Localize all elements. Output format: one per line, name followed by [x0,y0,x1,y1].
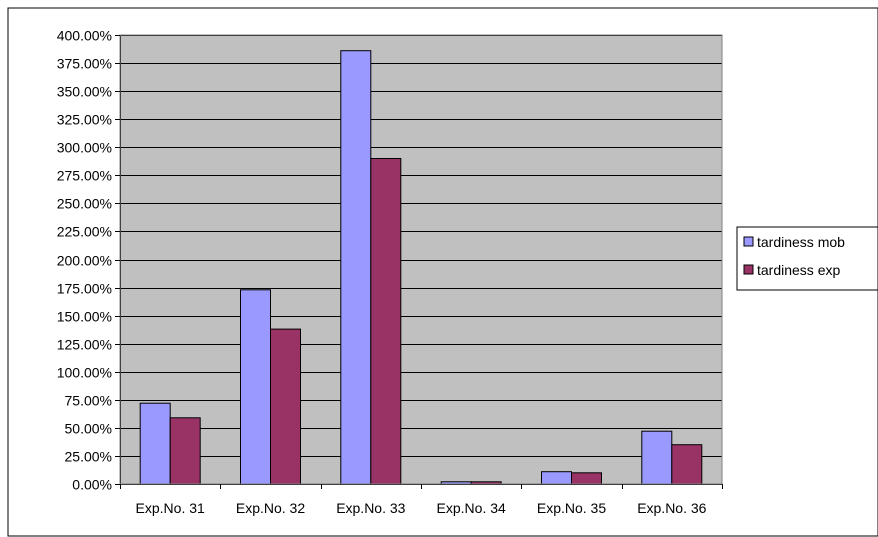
bars [139,50,703,485]
y-tick-label: 275.00% [57,168,112,184]
y-tick-label: 100.00% [57,365,112,381]
bar-tardiness-mob-6 [641,430,673,485]
legend: tardiness mob tardiness exp [736,226,878,291]
bar-tardiness-exp-5 [571,472,602,485]
y-tick-label: 150.00% [57,309,112,325]
legend-swatch [743,264,754,275]
bar-tardiness-exp-2 [270,328,301,485]
y-tick-label: 50.00% [65,421,112,437]
y-tick-label: 325.00% [57,112,112,128]
y-tick-label: 400.00% [57,28,112,44]
bar-tardiness-exp-3 [370,158,402,485]
bar-tardiness-exp-1 [169,417,201,485]
x-axis-tick-labels: Exp.No. 31 Exp.No. 32 Exp.No. 33 Exp.No. 34… [120,484,723,516]
y-tick-label: 225.00% [57,224,112,240]
y-axis-tick-labels: 0.00% 25.00% 50.00% 75.00% 100.00% 125.00% 150… [57,28,120,493]
y-tick-label: 200.00% [57,253,112,269]
y-tick-label: 250.00% [57,196,112,212]
bar-tardiness-mob-1 [139,402,171,485]
x-category-label: Exp.No. 31 [136,500,205,516]
y-tick-label: 350.00% [57,84,112,100]
y-tick-label: 25.00% [65,449,112,465]
bar-tardiness-mob-2 [240,289,271,485]
y-tick-label: 125.00% [57,337,112,353]
bar-tardiness-mob-3 [340,50,372,485]
x-category-label: Exp.No. 36 [637,500,706,516]
y-tick-label: 75.00% [65,393,112,409]
y-tick-label: 0.00% [72,477,112,493]
legend-label: tardiness exp [757,262,840,278]
plot-area [120,35,722,484]
legend-label: tardiness mob [757,234,845,250]
y-tick-label: 175.00% [57,281,112,297]
x-category-label: Exp.No. 32 [236,500,305,516]
y-tick-label: 300.00% [57,140,112,156]
x-category-label: Exp.No. 33 [336,500,405,516]
x-category-label: Exp.No. 35 [537,500,606,516]
gridlines [120,35,722,457]
bar-tardiness-exp-6 [671,444,703,485]
legend-box [736,226,878,291]
legend-swatch [743,236,754,247]
bar-tardiness-mob-5 [541,471,572,485]
y-tick-label: 375.00% [57,56,112,72]
x-category-label: Exp.No. 34 [437,500,506,516]
